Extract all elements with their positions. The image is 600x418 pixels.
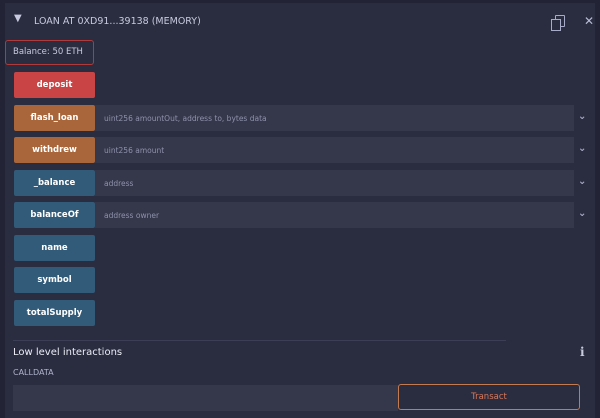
balanceof-button[interactable]: balanceOf [14, 202, 95, 228]
transact-button[interactable]: Transact [398, 384, 580, 410]
totalsupply-button[interactable]: totalSupply [14, 300, 95, 326]
chevron-down-icon[interactable]: ⌄ [578, 176, 587, 187]
flash-loan-input[interactable]: uint256 amountOut, address to, bytes dat… [95, 105, 574, 131]
flash-loan-button[interactable]: flash_loan [14, 105, 95, 131]
name-button[interactable]: name [14, 235, 95, 261]
symbol-button[interactable]: symbol [14, 267, 95, 293]
close-icon[interactable]: ✕ [584, 14, 595, 28]
calldata-label: CALLDATA [13, 368, 54, 377]
withdrew-input[interactable]: uint256 amount [95, 137, 574, 163]
chevron-down-icon[interactable]: ⌄ [578, 143, 587, 154]
balanceof-input[interactable]: address owner [95, 202, 574, 228]
info-icon[interactable]: i [580, 345, 585, 359]
chevron-down-icon[interactable]: ⌄ [578, 111, 587, 122]
chevron-down-icon[interactable]: ▼ [14, 13, 22, 24]
divider [13, 340, 506, 341]
balance-display: Balance: 50 ETH [5, 40, 94, 65]
calldata-input[interactable] [13, 385, 398, 411]
deposit-button[interactable]: deposit [14, 72, 95, 98]
low-level-title: Low level interactions [13, 347, 123, 358]
chevron-down-icon[interactable]: ⌄ [578, 208, 587, 219]
balance-button[interactable]: _balance [14, 170, 95, 196]
withdrew-button[interactable]: withdrew [14, 137, 95, 163]
contract-title[interactable]: LOAN AT 0XD91...39138 (MEMORY) [34, 16, 201, 27]
copy-icon[interactable] [551, 15, 565, 31]
balance-input[interactable]: address [95, 170, 574, 196]
